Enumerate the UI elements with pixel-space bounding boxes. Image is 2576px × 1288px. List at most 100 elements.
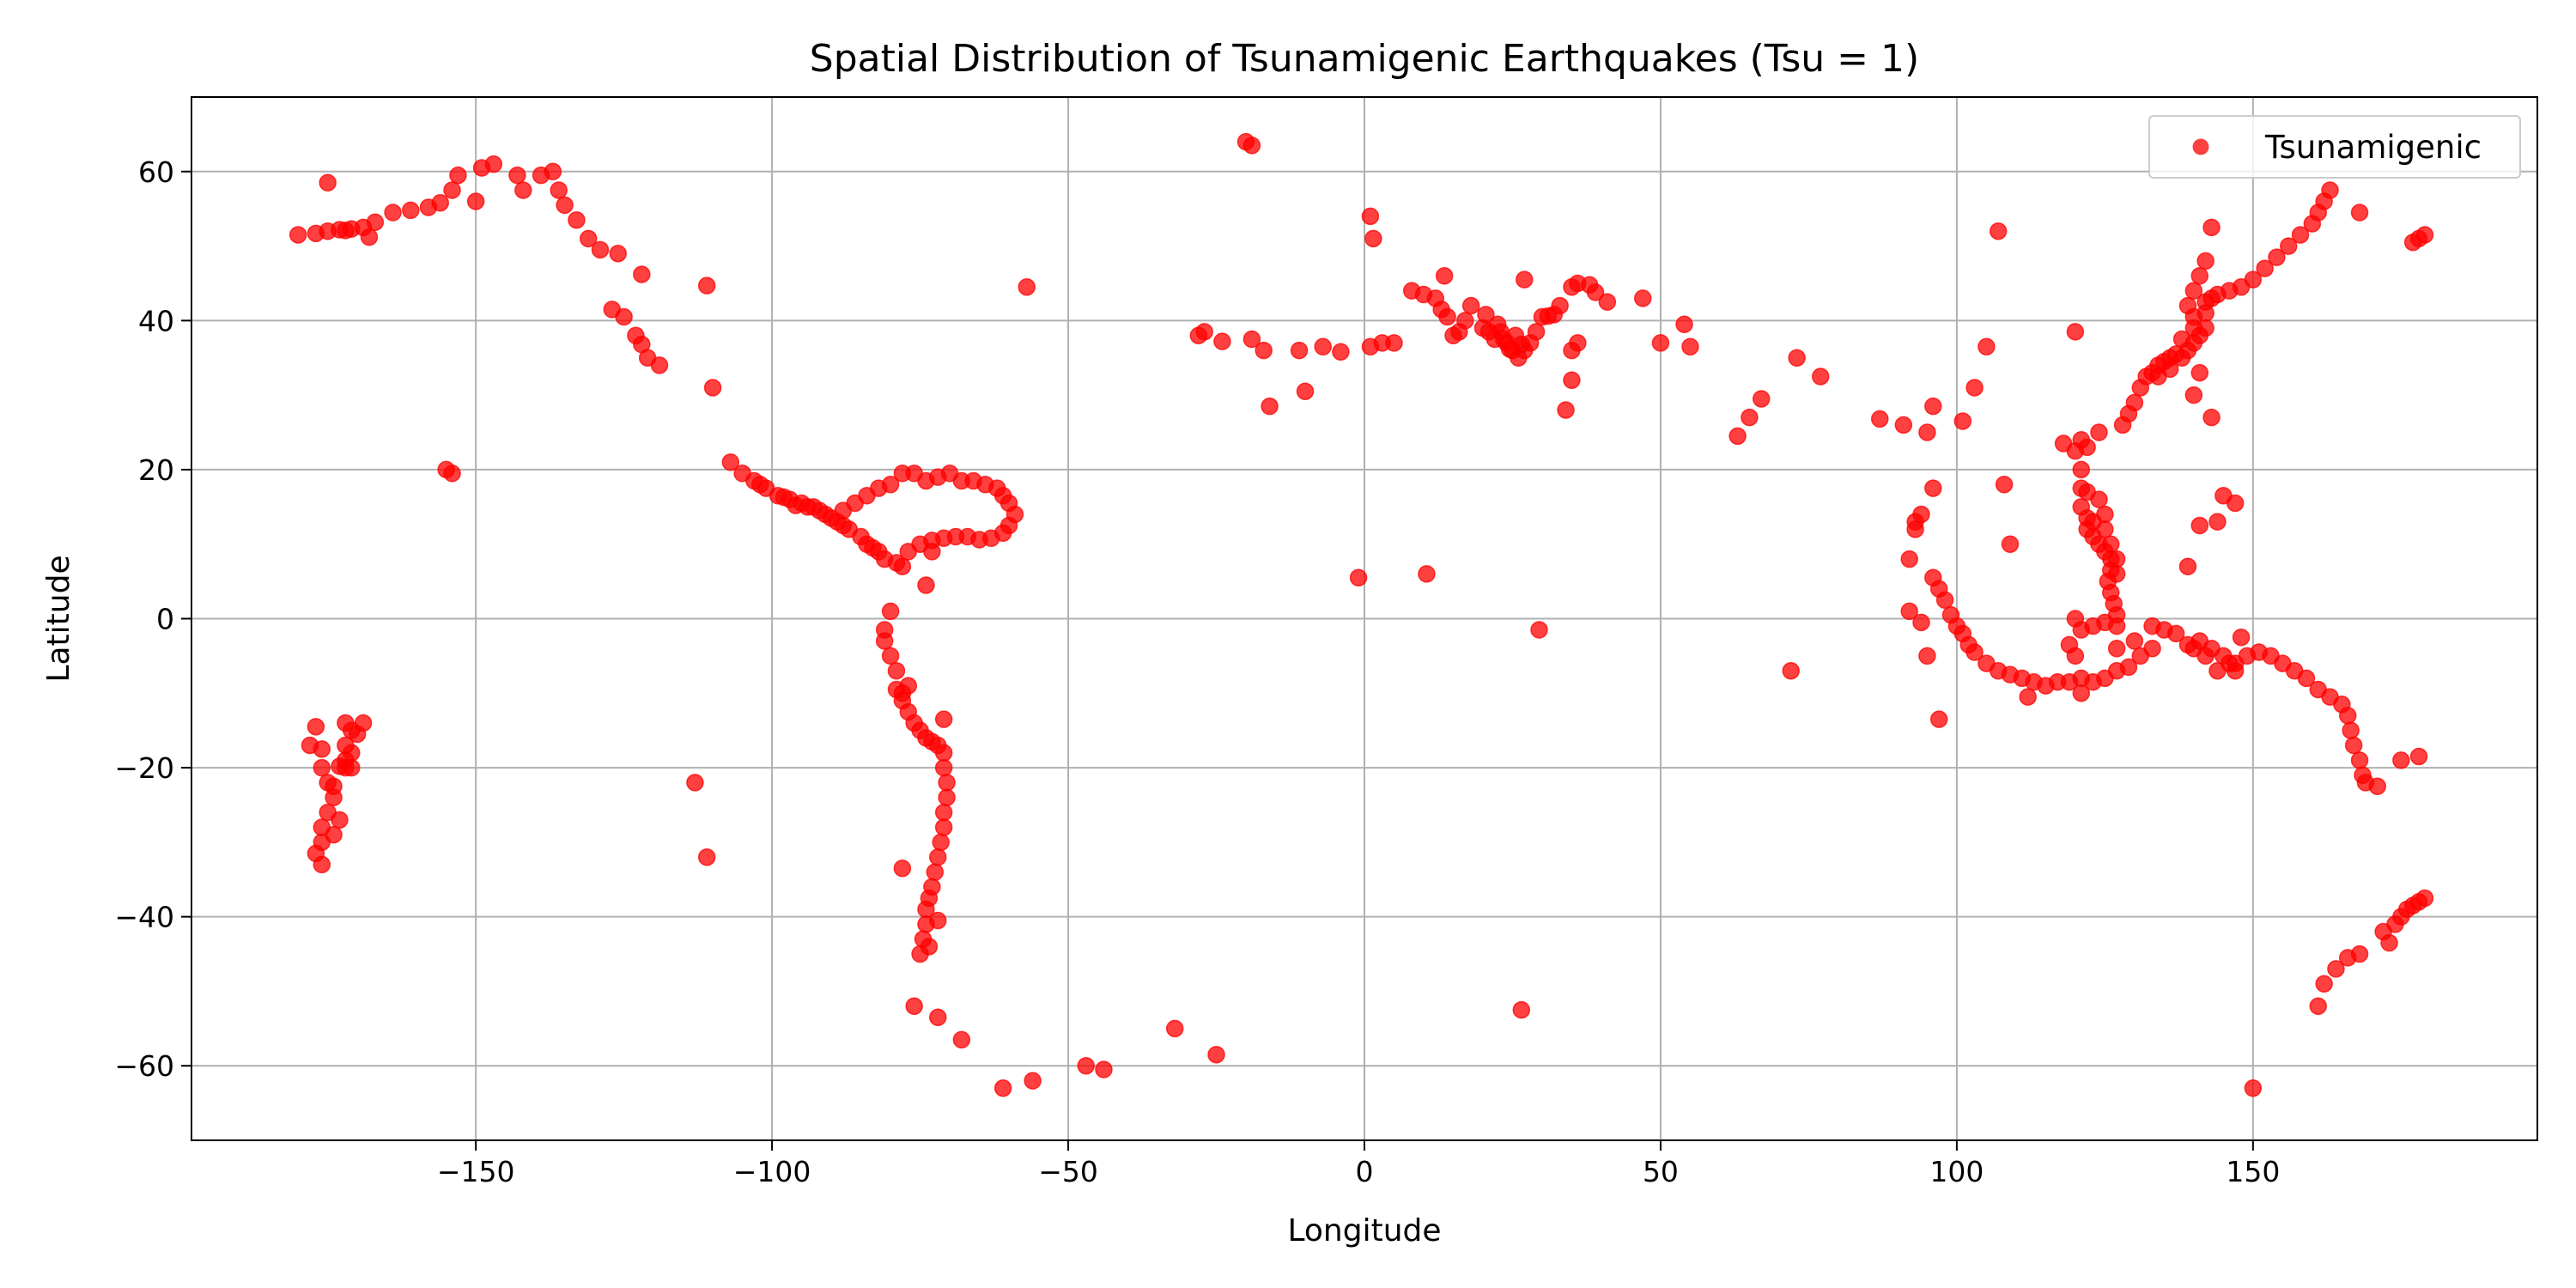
data-point (881, 602, 900, 621)
legend: Tsunamigenic (2148, 115, 2521, 179)
data-point (1361, 207, 1380, 226)
data-point (2125, 393, 2144, 412)
data-point (337, 222, 355, 240)
data-point (1332, 343, 1350, 361)
legend-box (2148, 115, 2521, 179)
data-point (354, 714, 373, 732)
data-points (289, 132, 2434, 1097)
data-point (313, 758, 331, 777)
data-point (934, 744, 953, 762)
data-point (2107, 639, 2126, 658)
data-point (1586, 283, 1605, 301)
data-point (2350, 204, 2369, 222)
data-point (2172, 330, 2191, 349)
data-point (1894, 416, 1913, 434)
data-point (2102, 535, 2120, 553)
data-point (1681, 337, 1699, 355)
data-point (331, 757, 349, 775)
data-point (289, 226, 307, 244)
data-point (2090, 423, 2108, 441)
data-point (579, 229, 598, 248)
data-point (2208, 513, 2227, 531)
y-tick-label: −40 (114, 901, 174, 934)
data-point (615, 307, 633, 326)
data-point (1965, 643, 1984, 661)
data-point (1516, 270, 1534, 289)
data-point (484, 155, 503, 173)
data-point (1989, 222, 2008, 240)
data-point (1438, 307, 1456, 326)
data-point (2178, 557, 2197, 575)
data-point (2256, 259, 2274, 277)
data-point (1456, 312, 1474, 330)
data-point (1563, 371, 1581, 390)
data-point (366, 213, 385, 232)
x-tick-label: 100 (1929, 1155, 1984, 1188)
data-point (1477, 306, 1495, 324)
data-point (1906, 520, 1924, 538)
data-point (2107, 565, 2126, 583)
data-point (650, 356, 669, 374)
data-point (2184, 386, 2203, 404)
data-point (2226, 494, 2245, 513)
data-point (514, 181, 532, 199)
data-point (2338, 707, 2357, 725)
data-point (926, 863, 945, 881)
data-point (934, 818, 953, 836)
data-point (384, 204, 402, 222)
data-point (2019, 688, 2037, 706)
data-point (2315, 975, 2333, 993)
data-point (893, 859, 912, 878)
x-tick-label: −50 (1038, 1155, 1098, 1188)
data-point (1924, 479, 1942, 497)
data-point (2279, 237, 2298, 255)
y-axis-label: Latitude (41, 555, 76, 682)
data-point (2226, 662, 2245, 680)
data-point (1024, 1072, 1042, 1090)
data-point (1965, 379, 1984, 397)
data-point (893, 557, 912, 575)
data-point (1418, 565, 1436, 583)
data-point (1364, 229, 1382, 248)
data-point (443, 181, 461, 199)
data-point (1290, 341, 1309, 360)
data-point (2072, 460, 2091, 479)
data-point (633, 265, 651, 283)
data-point (2403, 233, 2422, 252)
data-point (1953, 412, 1972, 430)
data-point (2232, 628, 2251, 647)
data-point (1728, 427, 1747, 446)
data-point (1651, 334, 1670, 352)
data-point (508, 166, 526, 185)
data-point (834, 516, 853, 535)
y-tick-label: 40 (138, 304, 174, 337)
data-point (550, 181, 568, 199)
y-axis-ticks: −60 −40 −20 0 20 40 60 (114, 155, 191, 1083)
data-point (2178, 296, 2197, 315)
data-point (881, 647, 900, 665)
data-point (697, 848, 716, 866)
data-point (2066, 610, 2085, 628)
data-point (2066, 647, 2085, 665)
x-tick-label: 150 (2226, 1155, 2280, 1188)
data-point (932, 833, 950, 852)
legend-label: Tsunamigenic (2264, 129, 2482, 166)
data-point (1095, 1060, 1113, 1078)
y-tick-label: −20 (114, 751, 174, 785)
data-point (325, 825, 343, 844)
data-point (609, 245, 627, 263)
data-point (556, 196, 574, 215)
data-point (1912, 613, 1930, 632)
data-point (1870, 410, 1889, 428)
data-point (1978, 337, 1996, 355)
data-point (2344, 736, 2363, 755)
data-point (1512, 335, 1531, 354)
data-point (1207, 1045, 1225, 1064)
data-point (1752, 390, 1771, 408)
data-point (2190, 267, 2209, 285)
data-point (1557, 401, 1575, 419)
data-point (2368, 777, 2386, 796)
data-point (993, 1079, 1012, 1097)
data-point (1255, 341, 1273, 360)
data-point (2196, 647, 2215, 665)
